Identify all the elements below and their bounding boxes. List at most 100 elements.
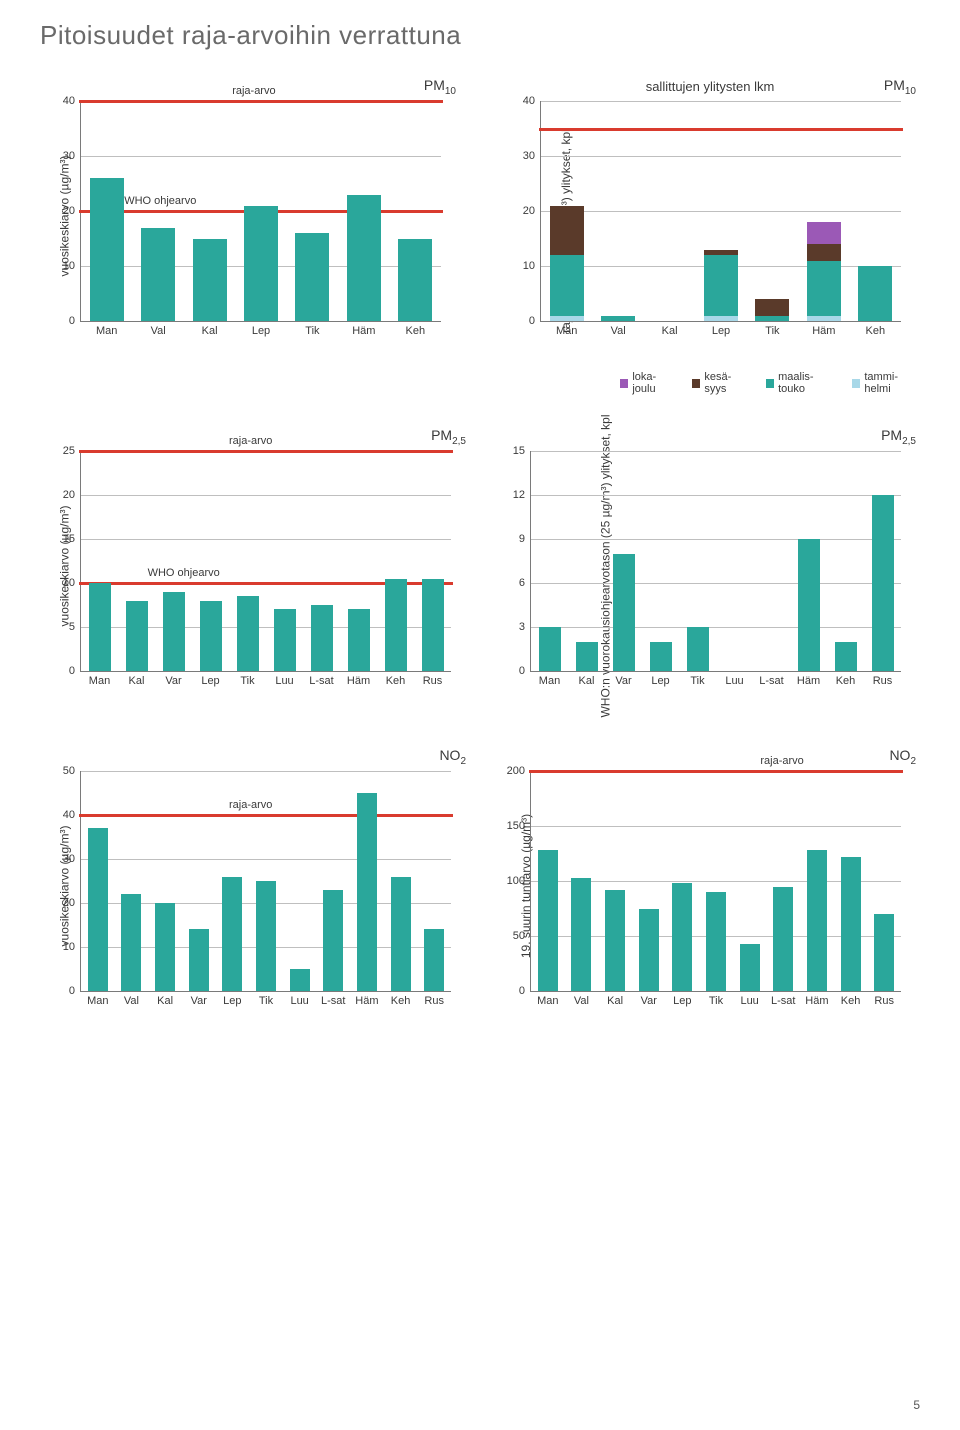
reference-line [539,128,903,131]
y-axis-label: vuosikeskiarvo (µg/m³) [57,506,71,627]
x-tick-label: Var [191,991,207,1007]
row-1: PM10vuosikeskiarvo (µg/m³)010203040raja-… [40,81,920,381]
y-tick-label: 10 [63,941,81,953]
y-tick-label: 15 [513,445,531,457]
legend-swatch [692,379,700,388]
x-tick-label: Kal [129,671,145,687]
bar [385,579,407,671]
bar [835,642,857,671]
bar-segment [858,266,892,321]
chart-param-label: PM10 [424,77,456,97]
x-tick-label: Häm [347,671,370,687]
x-tick-label: L-sat [771,991,795,1007]
y-tick-label: 0 [529,315,541,327]
bar-segment [550,206,584,256]
x-tick-label: Kal [579,671,595,687]
legend-item: kesä-syys [692,371,750,395]
legend-item: maalis-touko [766,371,836,395]
x-tick-label: Lep [252,321,270,337]
x-tick-label: Rus [424,991,444,1007]
plot-area: 01020304050raja-arvoManValKalVarLepTikLu… [80,771,451,992]
y-tick-label: 5 [69,621,81,633]
x-tick-label: Keh [391,991,411,1007]
bar-segment [550,255,584,316]
bar-segment [704,255,738,316]
y-axis-label: vuosikeskiarvo (µg/m³) [57,826,71,947]
bar [672,883,692,991]
x-tick-label: L-sat [321,991,345,1007]
y-tick-label: 20 [63,489,81,501]
legend-label: kesä-syys [704,371,749,395]
x-tick-label: Häm [352,321,375,337]
y-tick-label: 0 [69,985,81,997]
bar [687,627,709,671]
plot-area: 0510152025raja-arvoWHO ohjearvoManKalVar… [80,451,451,672]
legend-swatch [620,379,628,388]
bar [311,605,333,671]
y-tick-label: 30 [523,150,541,162]
x-tick-label: Val [574,991,589,1007]
legend-swatch [852,379,860,388]
chart-no2-annual: NO2vuosikeskiarvo (µg/m³)01020304050raja… [40,751,470,1021]
y-tick-label: 100 [507,875,531,887]
reference-line [79,100,443,103]
bar [807,850,827,991]
x-tick-label: Luu [740,991,758,1007]
bar [200,601,222,671]
x-tick-label: Häm [797,671,820,687]
x-tick-label: Man [87,991,108,1007]
plot-area: 050100150200raja-arvoManValKalVarLepTikL… [530,771,901,992]
bar [155,903,175,991]
grid-line [531,627,901,628]
bar [290,969,310,991]
grid-line [541,156,901,157]
bar-segment [755,299,789,316]
chart-pm10-exceed: PM10sallittujen ylitysten lkmraja-arvota… [500,81,920,381]
bar [798,539,820,671]
grid-line [531,583,901,584]
legend-label: maalis-touko [778,371,836,395]
grid-line [541,101,901,102]
page: Pitoisuudet raja-arvoihin verrattuna PM1… [0,0,960,1430]
bar [90,178,124,321]
y-tick-label: 10 [523,260,541,272]
reference-label: WHO ohjearvo [124,195,196,207]
y-tick-label: 200 [507,765,531,777]
bar [126,601,148,671]
x-tick-label: L-sat [309,671,333,687]
x-tick-label: L-sat [759,671,783,687]
y-tick-label: 40 [523,95,541,107]
bar-segment [807,261,841,316]
legend-swatch [766,379,774,388]
x-tick-label: Man [537,991,558,1007]
x-tick-label: Lep [223,991,241,1007]
bar [274,609,296,671]
chart-center-label: sallittujen ylitysten lkm [646,79,775,94]
x-tick-label: Rus [874,991,894,1007]
y-tick-label: 3 [519,621,531,633]
y-tick-label: 9 [519,533,531,545]
bar [639,909,659,992]
chart-param-label: PM2,5 [881,427,916,447]
grid-line [531,539,901,540]
x-tick-label: Var [615,671,631,687]
grid-line [81,771,451,772]
x-tick-label: Luu [275,671,293,687]
x-tick-label: Luu [725,671,743,687]
x-tick-label: Val [151,321,166,337]
x-tick-label: Keh [405,321,425,337]
chart-param-label: PM10 [884,77,916,97]
plot-area: 010203040ManValKalLepTikHämKeh [540,101,901,322]
chart-param-label: NO2 [889,747,916,767]
grid-line [81,495,451,496]
bar [189,929,209,991]
y-tick-label: 50 [63,765,81,777]
y-tick-label: 150 [507,820,531,832]
chart-param-label: NO2 [439,747,466,767]
bar-segment [807,222,841,244]
bar [539,627,561,671]
bar [237,596,259,671]
x-tick-label: Keh [386,671,406,687]
reference-line [529,770,903,773]
bar [89,583,111,671]
